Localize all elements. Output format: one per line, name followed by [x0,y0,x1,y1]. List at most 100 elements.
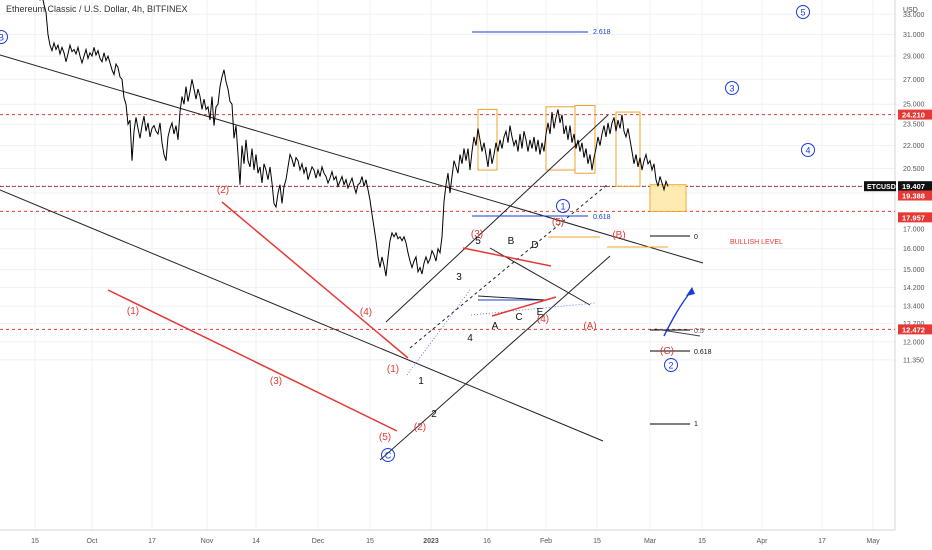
chart-title: Ethereum Classic / U.S. Dollar, 4h, BITF… [6,4,188,14]
wave-label-black: 4 [467,333,473,344]
fib-box [545,106,576,171]
y-tick-label: 25.000 [903,102,925,109]
price-tag-label: 19.407 [902,182,925,191]
y-tick-label: 29.000 [903,54,925,61]
y-tick-label: 27.000 [903,77,925,84]
channel-line [385,114,609,323]
x-tick-label: Feb [540,538,552,545]
fib-box [615,111,641,187]
fib-label: 1 [694,421,698,428]
y-tick-label: 22.000 [903,143,925,150]
y-tick-label: 31.000 [903,32,925,39]
wave-circle-label: 3 [729,84,734,94]
x-tick-label: 17 [148,538,156,545]
wave-label-black: 2 [431,409,437,420]
x-tick-label: 16 [483,538,491,545]
chart-drawings [0,31,895,461]
wave-label-black: D [531,240,538,251]
wave-label-red: (2) [217,185,229,196]
price-tag-label: 24.210 [902,111,925,120]
chart-grid [0,0,895,530]
price-axis-bg [895,0,932,550]
price-line [39,0,669,277]
price-tag-bg [898,324,932,335]
trend-line [0,54,704,264]
wave-channel [221,201,409,359]
x-tick-label: 17 [818,538,826,545]
wave-circle-label: C [385,451,392,461]
fib-label: 0.618 [593,214,611,221]
wave-label-red: (4) [360,307,372,318]
time-axis: 15 Oct 17 Nov 14 Dec 15 2023 16 Feb 15 Mar 15 Apr 17 Ma… [0,529,895,545]
price-tag-bg [898,212,932,223]
wave-circle-label: 1 [560,202,565,212]
wave-label-red: (5) [379,432,391,443]
wave-label-red: (1) [387,364,399,375]
wave-label-red: (B) [612,230,625,241]
wave-circle [725,81,739,95]
y-tick-label: 33.000 [903,12,925,19]
y-tick-label: 17.000 [903,227,925,234]
x-tick-label: 15 [31,538,39,545]
wave-label-red: (5) [552,217,564,228]
wave-label-red: (3) [270,376,282,387]
wave-label-red: (3) [471,229,483,240]
wave-label-red: (4) [537,314,549,325]
x-tick-label: Apr [757,538,769,545]
wave-label-red: (A) [583,321,596,332]
x-tick-label: Dec [312,538,325,545]
fib-line [654,328,701,337]
x-tick-label: 2023 [423,538,439,545]
y-tick-label: 12.000 [903,339,925,346]
price-tag-label: 17.957 [902,213,925,222]
fib-box [477,108,498,171]
triangle-line [462,247,552,267]
wave-labels: (1) (2) (3) (4) (5) (1) (2) (3) (4) (5) (A) (B) (C) 1… [0,5,815,462]
wave-channel [107,289,398,432]
price-tag-bg [898,109,932,120]
dotted-line [470,302,596,316]
wave-label-red: (C) [660,346,674,357]
y-tick-label: 23.500 [903,122,925,129]
price-axis: USD44.00040.00037.00035.00033.00031.0002… [894,0,932,550]
triangle-line [491,296,557,317]
x-tick-label: 15 [593,538,601,545]
price-tags: 42.50924.21019.40705:38ETCUSD19.38817.95… [864,109,932,335]
fib-label: 2.618 [593,29,611,36]
y-tick-label: 11.350 [903,357,924,364]
bullish-level-label: BULLISH LEVEL [730,239,783,246]
price-tag-bg [898,190,932,201]
wave-label-red: (1) [127,306,139,317]
y-tick-label: 13.400 [903,304,925,311]
price-tag-label: 19.388 [902,192,925,201]
symbol-tag-bg [864,181,896,192]
wave-label-black: A [492,321,499,332]
currency-label: USD [903,7,918,14]
symbol-tag-label: ETCUSD [867,184,896,191]
channel-line [409,183,609,349]
triangle-line [477,295,546,301]
y-tick-label: 15.000 [903,267,925,274]
fib-label: 0.5 [694,328,704,335]
fib-label: 0 [694,234,698,241]
y-tick-label: 14.200 [903,285,925,292]
wave-label-black: 3 [456,272,462,283]
wave-label-black: E [537,307,544,318]
wave-label-red: (2) [414,422,426,433]
fib-label: 0.618 [694,349,712,356]
wave-circle [381,448,395,462]
y-tick-label: 20.500 [903,166,925,173]
wave-circle [0,30,8,44]
wave-circle [796,5,810,19]
x-tick-label: May [866,538,880,545]
price-tag-label: 12.472 [902,325,925,334]
wave-circle-label: B [0,33,4,43]
wave-label-black: 5 [475,236,481,247]
x-tick-label: Mar [644,538,657,545]
wave-circle [664,358,678,372]
wave-circle-label: 4 [805,146,810,156]
fib-box [574,104,596,174]
wave-circle-label: 5 [800,8,805,18]
x-tick-label: 15 [698,538,706,545]
